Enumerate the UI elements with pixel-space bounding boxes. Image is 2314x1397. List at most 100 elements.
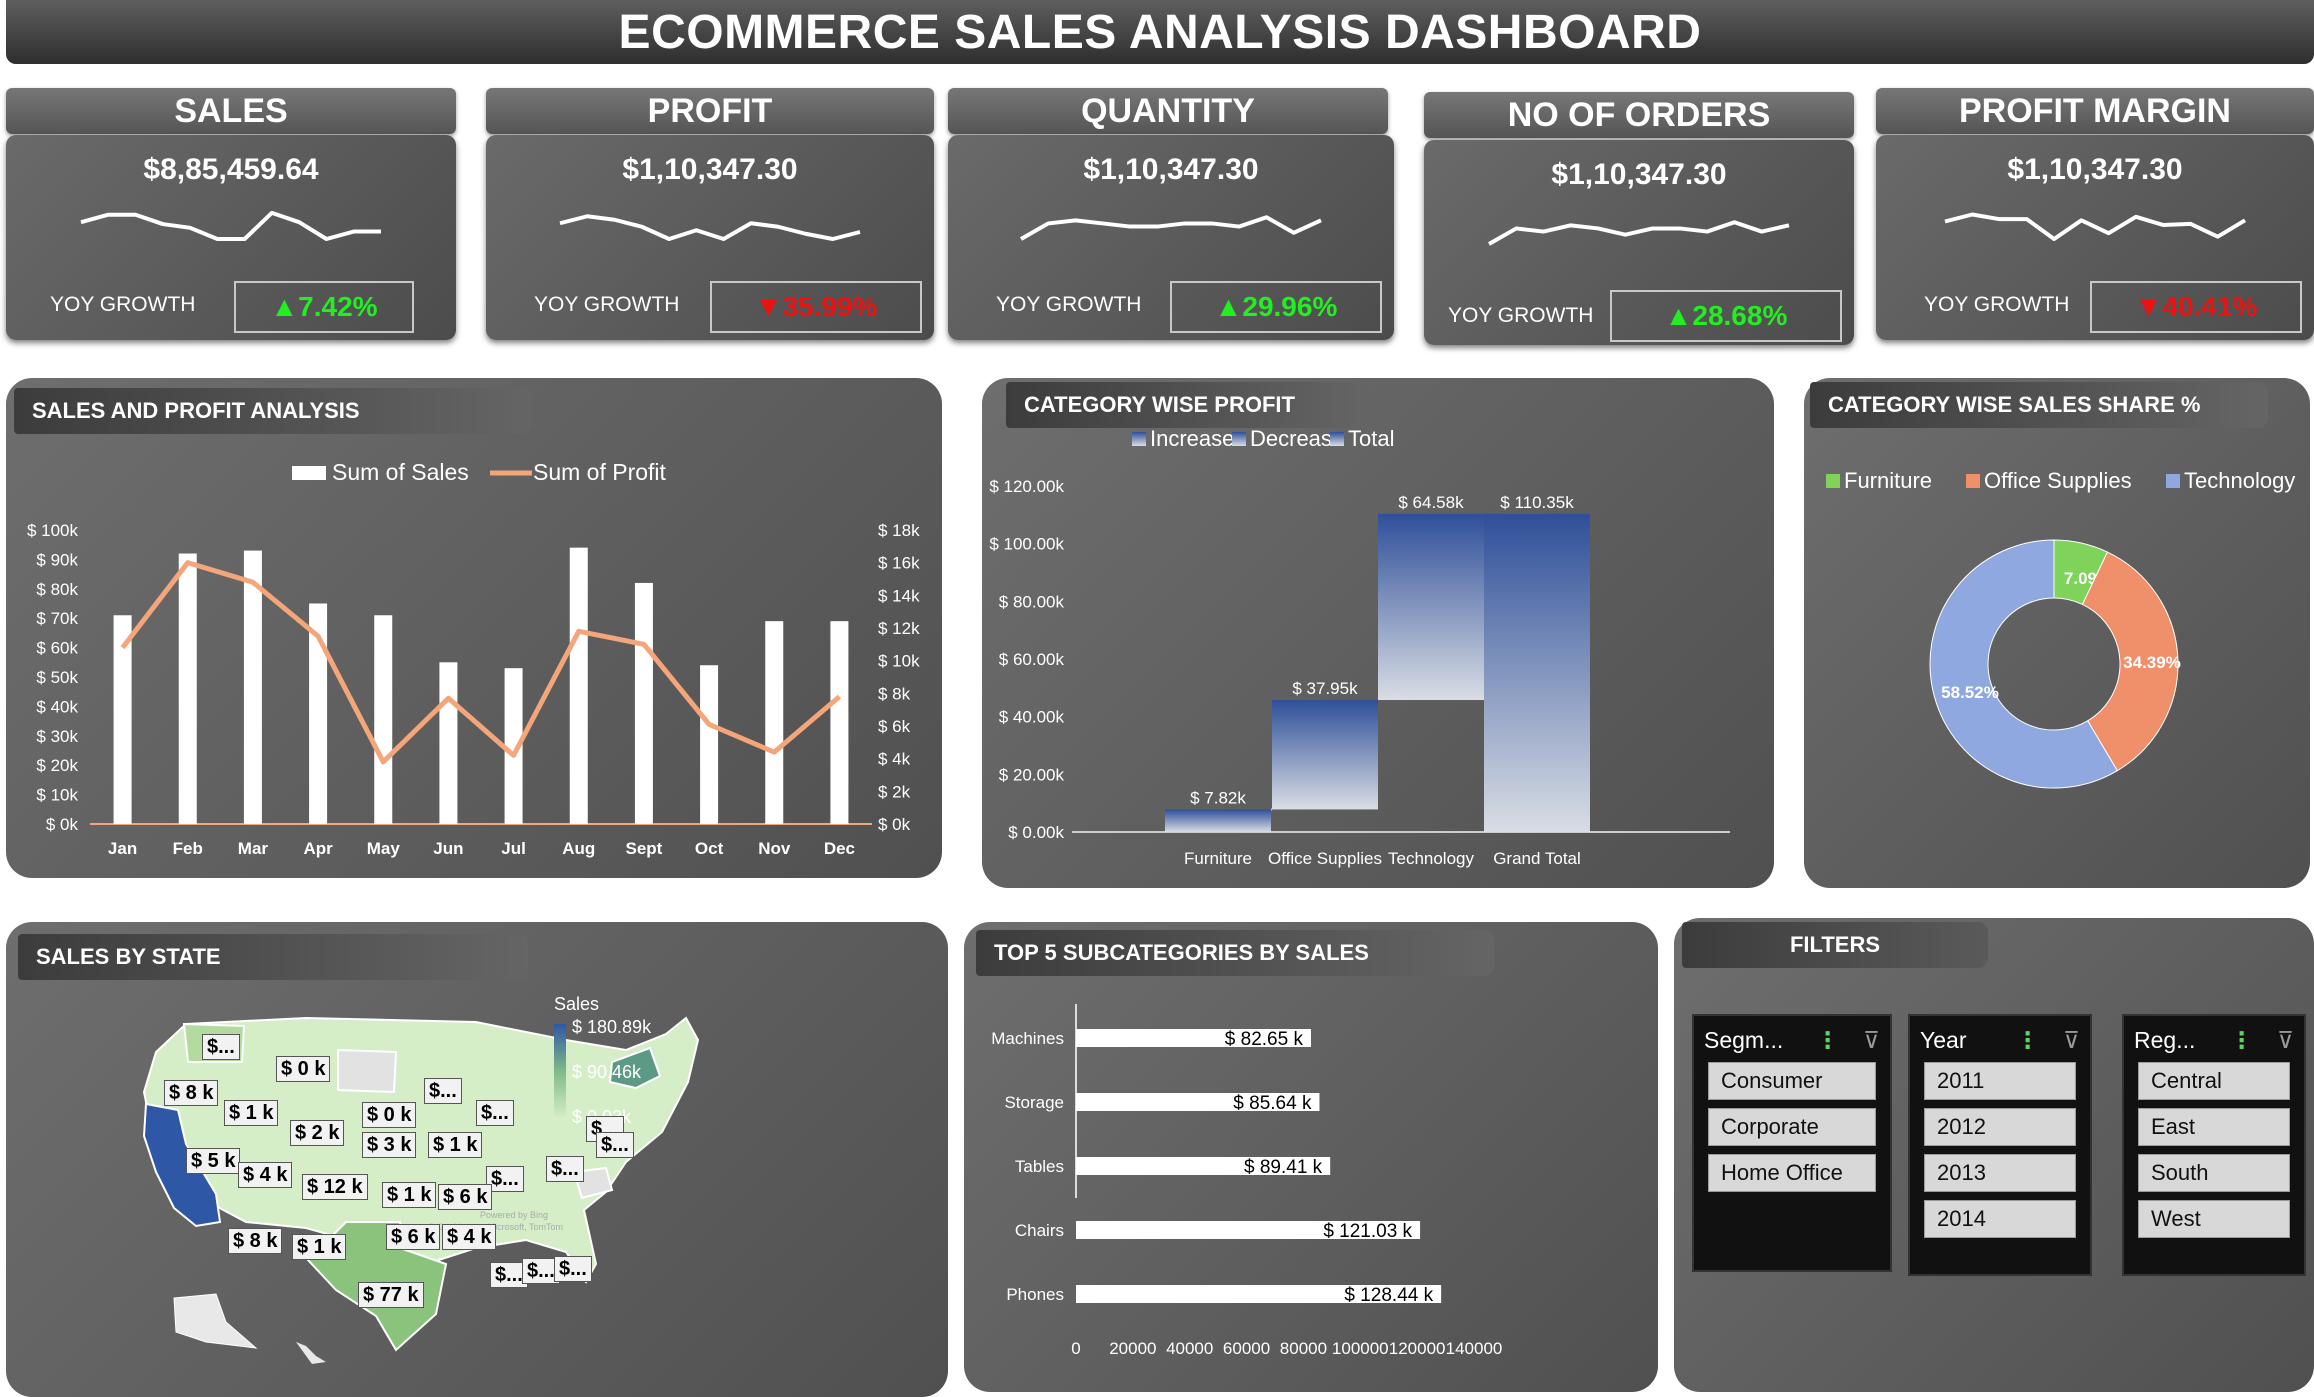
sales-bar <box>504 668 523 824</box>
kpi-card: $1,10,347.30 YOY GROWTH ▼ 40.41% <box>1876 135 2314 340</box>
kpi-value: $1,10,347.30 <box>1083 153 1259 186</box>
y-right-tick: $ 18k <box>878 521 920 540</box>
state-sales-label: $ 5 k <box>186 1148 241 1174</box>
map-legend-max: $ 180.89k <box>572 1017 652 1037</box>
new-york-shape <box>608 1046 662 1090</box>
slicer-title: Reg... <box>2134 1026 2196 1053</box>
kpi-card: $1,10,347.30 YOY GROWTH ▼ 35.99% <box>486 135 934 340</box>
y-tick-label: Tables <box>1015 1157 1064 1176</box>
x-tick-label: Feb <box>173 839 203 858</box>
panel-title: CATEGORY WISE PROFIT <box>1006 382 1370 428</box>
state-sales-label: $... <box>522 1258 560 1284</box>
x-tick-label: 20000 <box>1109 1339 1156 1358</box>
x-tick-label: 60000 <box>1223 1339 1270 1358</box>
yoy-growth-box: ▲ 29.96% <box>1170 281 1382 333</box>
filter-clear-icon[interactable]: ⊽ <box>2063 1026 2080 1053</box>
slicer-header: Segm... ⋮ ⊽ <box>1704 1022 1880 1058</box>
data-label: $ 121.03 k <box>1323 1221 1412 1242</box>
dashboard-title: ECOMMERCE SALES ANALYSIS DASHBOARD <box>6 0 2314 64</box>
filter-clear-icon[interactable]: ⊽ <box>2277 1026 2294 1053</box>
slicer-item[interactable]: South <box>2138 1154 2290 1192</box>
kpi-value: $1,10,347.30 <box>2007 153 2183 186</box>
filters-panel: FILTERS Segm... ⋮ ⊽ Consumer Corporate Home O… <box>1674 918 2314 1392</box>
x-tick-label: 140000 <box>1446 1339 1503 1358</box>
legend-swatch <box>1330 432 1344 446</box>
state-sales-label: $ 2 k <box>290 1120 345 1146</box>
kpi-sparkline <box>1944 212 2247 241</box>
sales-bar <box>830 621 849 824</box>
state-sales-label: $ 1 k <box>224 1100 279 1126</box>
triangle-up-icon: ▲ <box>270 291 299 322</box>
y-right-tick: $ 4k <box>878 750 911 769</box>
sales-bar <box>765 621 784 824</box>
slicer-item[interactable]: 2011 <box>1924 1062 2076 1100</box>
triangle-up-icon: ▲ <box>1214 291 1243 322</box>
profit-line <box>120 560 842 765</box>
subcategory-bar <box>1076 1029 1311 1047</box>
state-sales-label: $... <box>424 1078 462 1104</box>
slicer-item[interactable]: Corporate <box>1708 1108 1876 1146</box>
panel-title: TOP 5 SUBCATEGORIES BY SALES <box>976 930 1494 976</box>
y-left-tick: $ 10k <box>36 786 78 805</box>
yoy-growth-label: YOY GROWTH <box>1448 304 1594 327</box>
sales-by-state-panel: SALES BY STATE Sales $ 180.89k $ 90.46k … <box>6 922 948 1397</box>
kpi-value: $8,85,459.64 <box>143 153 319 186</box>
map-attribution: Powered by Bing <box>480 1210 548 1220</box>
year-slicer: Year ⋮ ⊽ 2011 2012 2013 2014 <box>1908 1014 2092 1276</box>
state-sales-label: $ 8 k <box>164 1080 219 1106</box>
state-sales-label: $... <box>596 1132 634 1158</box>
triangle-up-icon: ▲ <box>1664 300 1693 331</box>
yoy-growth-value: 7.42% <box>298 291 378 322</box>
state-sales-label: $ 4 k <box>238 1162 293 1188</box>
y-tick-label: Machines <box>991 1029 1064 1048</box>
slicer-item[interactable]: 2013 <box>1924 1154 2076 1192</box>
y-left-tick: $ 20k <box>36 756 78 775</box>
top5-panel: TOP 5 SUBCATEGORIES BY SALES Machines $ 8… <box>964 922 1658 1392</box>
yoy-growth-label: YOY GROWTH <box>534 293 680 316</box>
x-tick-label: Furniture <box>1184 849 1252 868</box>
us-map[interactable]: Sales $ 180.89k $ 90.46k $ 0.03k Powered… <box>6 922 948 1397</box>
slicer-item[interactable]: Home Office <box>1708 1154 1876 1192</box>
slicer-item[interactable]: East <box>2138 1108 2290 1146</box>
x-tick-label: Jul <box>501 839 526 858</box>
multi-select-icon[interactable]: ⋮ <box>2016 1026 2040 1053</box>
yoy-growth-box: ▼ 35.99% <box>710 281 922 333</box>
waterfall-bar <box>1484 513 1590 832</box>
slicer-item[interactable]: Central <box>2138 1062 2290 1100</box>
map-legend-gradient <box>554 1024 566 1118</box>
legend-label: Furniture <box>1844 468 1932 493</box>
slicer-item[interactable]: 2014 <box>1924 1200 2076 1238</box>
multi-select-icon[interactable]: ⋮ <box>2230 1026 2254 1053</box>
sales-bar <box>113 615 132 824</box>
y-left-tick: $ 90k <box>36 550 78 569</box>
x-tick-label: 40000 <box>1166 1339 1213 1358</box>
data-label: $ 7.82k <box>1190 788 1246 807</box>
slicer-item[interactable]: Consumer <box>1708 1062 1876 1100</box>
legend-label: Decrease <box>1250 426 1344 451</box>
legend-swatch <box>1966 474 1980 488</box>
yoy-growth-box: ▲ 7.42% <box>234 281 414 333</box>
y-left-tick: $ 40k <box>36 697 78 716</box>
sales-profit-panel: SALES AND PROFIT ANALYSIS Sum of Sales Su… <box>6 378 942 878</box>
legend-profit: Sum of Profit <box>533 459 667 485</box>
triangle-down-icon: ▼ <box>2134 291 2163 322</box>
kpi-sparkline <box>559 214 861 241</box>
kpi-sparkline <box>1488 220 1790 246</box>
yoy-growth-value: 35.99% <box>782 291 878 322</box>
multi-select-icon[interactable]: ⋮ <box>1816 1026 1840 1053</box>
data-label: $ 110.35k <box>1500 493 1574 512</box>
x-tick-label: Jan <box>108 839 137 858</box>
legend-label: Total <box>1348 426 1394 451</box>
yoy-growth-value: 28.68% <box>1692 300 1788 331</box>
filter-clear-icon[interactable]: ⊽ <box>1863 1026 1880 1053</box>
slicer-item[interactable]: West <box>2138 1200 2290 1238</box>
kpi-sparkline <box>80 210 381 241</box>
sales-bar <box>178 553 197 824</box>
kpi-header: PROFIT <box>486 88 934 134</box>
kpi-card: $1,10,347.30 YOY GROWTH ▲ 28.68% <box>1424 140 1854 345</box>
state-sales-label: $ 0 k <box>276 1056 331 1082</box>
sales-bar <box>700 665 719 824</box>
slicer-item[interactable]: 2012 <box>1924 1108 2076 1146</box>
x-tick-label: Jun <box>433 839 463 858</box>
legend-swatch <box>1232 432 1246 446</box>
